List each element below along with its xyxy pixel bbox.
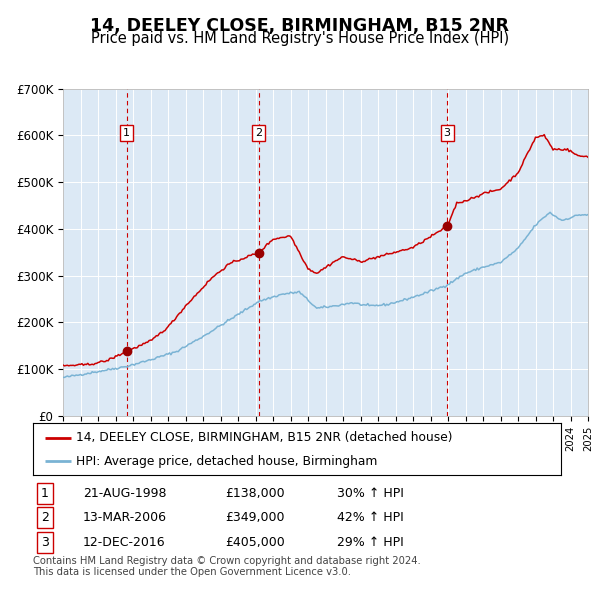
Text: £138,000: £138,000: [226, 487, 286, 500]
Text: 3: 3: [41, 536, 49, 549]
Text: 29% ↑ HPI: 29% ↑ HPI: [337, 536, 403, 549]
Text: HPI: Average price, detached house, Birmingham: HPI: Average price, detached house, Birm…: [76, 455, 377, 468]
Text: 3: 3: [443, 127, 451, 137]
Text: 21-AUG-1998: 21-AUG-1998: [83, 487, 167, 500]
Text: Contains HM Land Registry data © Crown copyright and database right 2024.
This d: Contains HM Land Registry data © Crown c…: [33, 556, 421, 578]
Text: £349,000: £349,000: [226, 512, 285, 525]
Text: 14, DEELEY CLOSE, BIRMINGHAM, B15 2NR: 14, DEELEY CLOSE, BIRMINGHAM, B15 2NR: [91, 17, 509, 35]
Text: 30% ↑ HPI: 30% ↑ HPI: [337, 487, 403, 500]
Text: 13-MAR-2006: 13-MAR-2006: [83, 512, 167, 525]
Text: 1: 1: [41, 487, 49, 500]
Text: 1: 1: [123, 127, 130, 137]
Text: Price paid vs. HM Land Registry's House Price Index (HPI): Price paid vs. HM Land Registry's House …: [91, 31, 509, 45]
Text: 12-DEC-2016: 12-DEC-2016: [83, 536, 166, 549]
Text: £405,000: £405,000: [226, 536, 286, 549]
Text: 2: 2: [41, 512, 49, 525]
Text: 2: 2: [255, 127, 262, 137]
Text: 42% ↑ HPI: 42% ↑ HPI: [337, 512, 403, 525]
Text: 14, DEELEY CLOSE, BIRMINGHAM, B15 2NR (detached house): 14, DEELEY CLOSE, BIRMINGHAM, B15 2NR (d…: [76, 431, 453, 444]
